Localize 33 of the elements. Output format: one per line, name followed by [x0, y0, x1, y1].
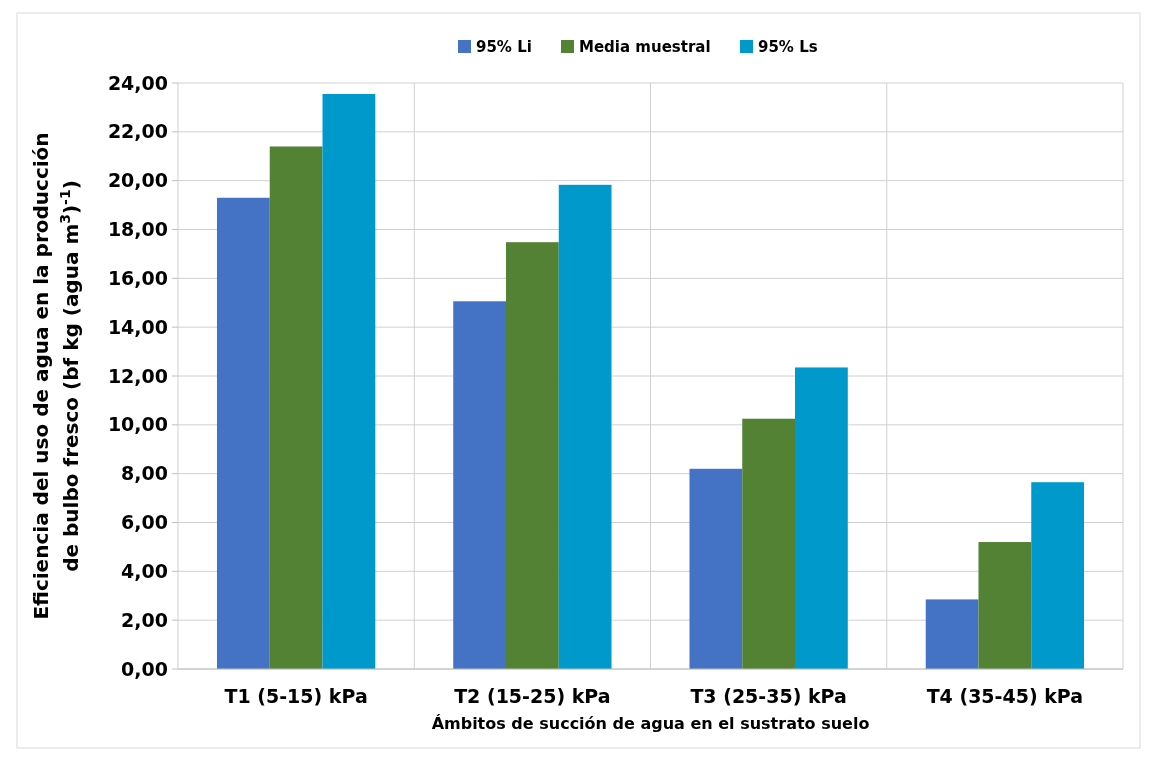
x-tick-label: T4 (35-45) kPa	[926, 685, 1084, 707]
bar	[978, 542, 1032, 669]
y-tick-label: 16,00	[107, 266, 168, 289]
bar	[216, 197, 270, 669]
y-tick-label: 10,00	[107, 413, 168, 436]
y-tick-label: 20,00	[107, 169, 168, 192]
legend-label: 95% Ls	[758, 38, 818, 56]
x-tick-label: T1 (5-15) kPa	[224, 685, 368, 707]
x-axis-title: Ámbitos de succión de agua en el sustrato suelo	[431, 714, 870, 733]
bar	[795, 367, 848, 669]
bar	[925, 599, 979, 669]
y-tick-label: 6,00	[121, 511, 168, 534]
bar	[1031, 482, 1085, 669]
bar	[558, 184, 612, 669]
bar	[269, 146, 323, 669]
bar	[453, 301, 506, 669]
y-tick-label: 8,00	[121, 462, 168, 485]
y-tick-label: 2,00	[121, 608, 168, 631]
x-tick-label: T3 (25-35) kPa	[690, 685, 847, 707]
legend-label: 95% Li	[476, 38, 532, 56]
y-tick-label: 24,00	[107, 71, 168, 94]
bar	[505, 242, 559, 669]
x-tick-label: T2 (15-25) kPa	[454, 685, 611, 707]
y-tick-label: 4,00	[121, 559, 168, 582]
y-tick-label: 22,00	[107, 120, 168, 143]
y-tick-label: 18,00	[107, 218, 168, 241]
y-tick-label: 14,00	[107, 315, 168, 338]
legend-label: Media muestral	[579, 38, 711, 56]
bar	[689, 468, 743, 669]
bar	[322, 93, 376, 669]
y-tick-label: 0,00	[121, 657, 168, 680]
y-tick-label: 12,00	[107, 364, 168, 387]
bar	[742, 418, 796, 669]
